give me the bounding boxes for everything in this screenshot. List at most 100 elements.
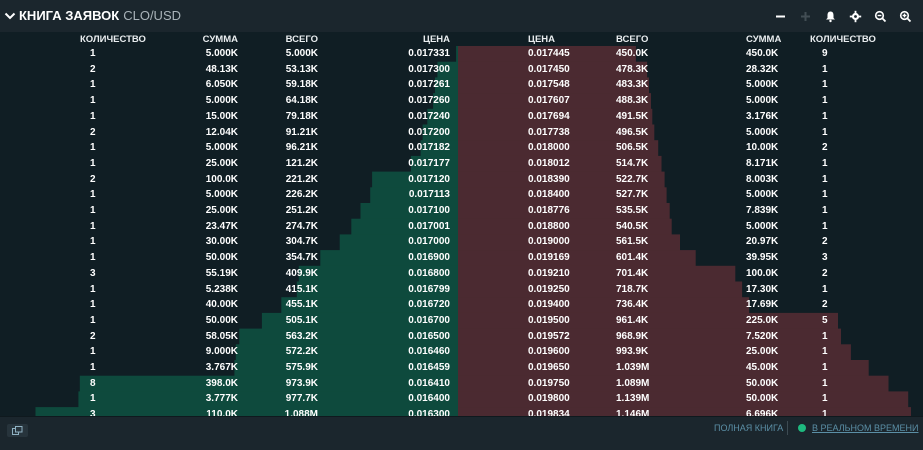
ask-row[interactable]: 0.019169 601.4K 39.95K 3: [458, 250, 923, 266]
bid-sum: 5.000K: [205, 189, 238, 201]
bid-row[interactable]: 8 398.0K 973.9K 0.016410: [0, 376, 458, 392]
ask-count: 1: [822, 189, 828, 201]
bid-row[interactable]: 2 12.04K 91.21K 0.017200: [0, 125, 458, 141]
zoom-out-icon[interactable]: [872, 8, 888, 24]
ask-count: 1: [822, 110, 828, 122]
ask-sum: 450.0K: [746, 48, 779, 59]
ask-depth-step: [458, 265, 736, 282]
popout-button[interactable]: [7, 424, 28, 437]
bid-depth-step: [456, 46, 458, 63]
bid-price: 0.017261: [408, 79, 450, 91]
bid-count-header: КОЛИЧЕСТВО: [80, 34, 146, 45]
ask-total: 736.4K: [616, 299, 649, 311]
ask-total: 527.7K: [616, 189, 649, 201]
bid-row[interactable]: 1 5.000K 64.18K 0.017260: [0, 93, 458, 109]
ask-depth-step: [458, 218, 672, 235]
bid-depth-step: [435, 77, 458, 94]
ask-sum: 50.00K: [746, 377, 779, 389]
bid-row[interactable]: 1 30.00K 304.7K 0.017000: [0, 234, 458, 250]
ask-sum: 10.00K: [746, 142, 779, 154]
ask-price: 0.018800: [528, 220, 570, 232]
ask-row[interactable]: 0.019600 993.9K 25.00K 1: [458, 344, 923, 360]
ask-row[interactable]: 0.019210 701.4K 100.0K 2: [458, 266, 923, 282]
bell-icon[interactable]: [822, 8, 838, 24]
bid-row[interactable]: 2 100.0K 221.2K 0.017120: [0, 172, 458, 188]
bid-row[interactable]: 1 25.00K 251.2K 0.017100: [0, 203, 458, 219]
ask-price: 0.019000: [528, 236, 570, 248]
ask-price: 0.019650: [528, 362, 570, 373]
bid-total: 973.9K: [285, 377, 318, 389]
bid-row[interactable]: 1 15.00K 79.18K 0.017240: [0, 109, 458, 125]
ask-row[interactable]: 0.019572 968.9K 7.520K 1: [458, 329, 923, 345]
bid-row[interactable]: 1 5.000K 226.2K 0.017113: [0, 187, 458, 203]
zoom-in-icon[interactable]: [897, 8, 913, 24]
bid-row[interactable]: 1 40.00K 455.1K 0.016720: [0, 297, 458, 313]
bid-row[interactable]: 3 110.0K 1.088M 0.016300: [0, 407, 458, 423]
ask-row[interactable]: 0.019250 718.7K 17.30K 1: [458, 282, 923, 298]
ask-row[interactable]: 0.019000 561.5K 20.97K 2: [458, 234, 923, 250]
ask-count: 2: [822, 267, 828, 279]
bid-row[interactable]: 1 25.00K 121.2K 0.017177: [0, 156, 458, 172]
bid-row[interactable]: 2 48.13K 53.13K 0.017300: [0, 62, 458, 78]
ask-row[interactable]: 0.019800 1.139M 50.00K 1: [458, 391, 923, 407]
ask-row[interactable]: 0.018800 540.5K 5.000K 1: [458, 219, 923, 235]
bid-row[interactable]: 1 50.00K 505.1K 0.016700: [0, 313, 458, 329]
bid-row[interactable]: 3 55.19K 409.9K 0.016800: [0, 266, 458, 282]
ask-price: 0.019572: [528, 330, 570, 342]
bid-sum: 3.777K: [205, 393, 238, 405]
ask-row[interactable]: 0.018776 535.5K 7.839K 1: [458, 203, 923, 219]
bid-total: 1.088M: [284, 409, 318, 421]
ask-count: 9: [822, 48, 828, 59]
ask-price: 0.019750: [528, 377, 570, 389]
ask-total: 561.5K: [616, 236, 649, 248]
chevron-down-icon[interactable]: [4, 10, 16, 22]
bid-count: 2: [90, 330, 96, 342]
ask-row[interactable]: 0.017450 478.3K 28.32K 1: [458, 62, 923, 78]
bid-total: 64.18K: [285, 95, 318, 107]
bid-count: 1: [90, 236, 96, 248]
panel-title[interactable]: КНИГА ЗАЯВОК CLO/USD: [4, 8, 181, 23]
ask-row[interactable]: 0.018390 522.7K 8.003K 1: [458, 172, 923, 188]
bid-count: 1: [90, 299, 96, 311]
bids-side: КОЛИЧЕСТВО СУММА ВСЕГО ЦЕНА 1 5.000K 5.000…: [0, 32, 458, 420]
bid-row[interactable]: 1 3.777K 977.7K 0.016400: [0, 391, 458, 407]
ask-row[interactable]: 0.019650 1.039M 45.00K 1: [458, 360, 923, 376]
realtime-toggle[interactable]: В РЕАЛЬНОМ ВРЕМЕНИ: [812, 423, 919, 433]
bid-row[interactable]: 1 5.000K 96.21K 0.017182: [0, 140, 458, 156]
bid-row[interactable]: 1 5.000K 5.000K 0.017331: [0, 46, 458, 62]
ask-row[interactable]: 0.017607 488.3K 5.000K 1: [458, 93, 923, 109]
ask-row[interactable]: 0.018000 506.5K 10.00K 2: [458, 140, 923, 156]
ask-row[interactable]: 0.017445 450.0K 450.0K 9: [458, 46, 923, 62]
ask-row[interactable]: 0.018400 527.7K 5.000K 1: [458, 187, 923, 203]
ask-depth-step: [458, 46, 636, 63]
bid-total: 91.21K: [285, 126, 318, 138]
ask-row[interactable]: 0.018012 514.7K 8.171K 1: [458, 156, 923, 172]
full-book-link[interactable]: ПОЛНАЯ КНИГА: [714, 423, 784, 433]
bid-row[interactable]: 1 9.000K 572.2K 0.016460: [0, 344, 458, 360]
ask-total: 961.4K: [616, 314, 649, 326]
ask-sum: 5.000K: [746, 126, 779, 138]
bid-row[interactable]: 1 6.050K 59.18K 0.017261: [0, 77, 458, 93]
ask-row[interactable]: 0.017738 496.5K 5.000K 1: [458, 125, 923, 141]
bid-price: 0.016500: [408, 330, 450, 342]
bid-row[interactable]: 1 3.767K 575.9K 0.016459: [0, 360, 458, 376]
bid-row[interactable]: 2 58.05K 563.2K 0.016500: [0, 329, 458, 345]
ask-price: 0.019600: [528, 346, 570, 358]
gear-icon[interactable]: [847, 8, 863, 24]
ask-row[interactable]: 0.019834 1.146M 6.696K 1: [458, 407, 923, 423]
bid-sum: 100.0K: [205, 173, 238, 185]
bid-row[interactable]: 1 50.00K 354.7K 0.016900: [0, 250, 458, 266]
ask-total: 1.039M: [616, 362, 650, 373]
bid-row[interactable]: 1 23.47K 274.7K 0.017001: [0, 219, 458, 235]
ask-row[interactable]: 0.019750 1.089M 50.00K 1: [458, 376, 923, 392]
bid-sum: 50.00K: [205, 252, 238, 264]
ask-row[interactable]: 0.019500 961.4K 225.0K 5: [458, 313, 923, 329]
ask-row[interactable]: 0.017548 483.3K 5.000K 1: [458, 77, 923, 93]
plus-icon[interactable]: [797, 8, 813, 24]
ask-row[interactable]: 0.017694 491.5K 3.176K 1: [458, 109, 923, 125]
bid-count: 3: [90, 409, 96, 421]
ask-row[interactable]: 0.019400 736.4K 17.69K 2: [458, 297, 923, 313]
ask-total: 483.3K: [616, 79, 649, 91]
minus-icon[interactable]: [772, 8, 788, 24]
bid-row[interactable]: 1 5.238K 415.1K 0.016799: [0, 282, 458, 298]
